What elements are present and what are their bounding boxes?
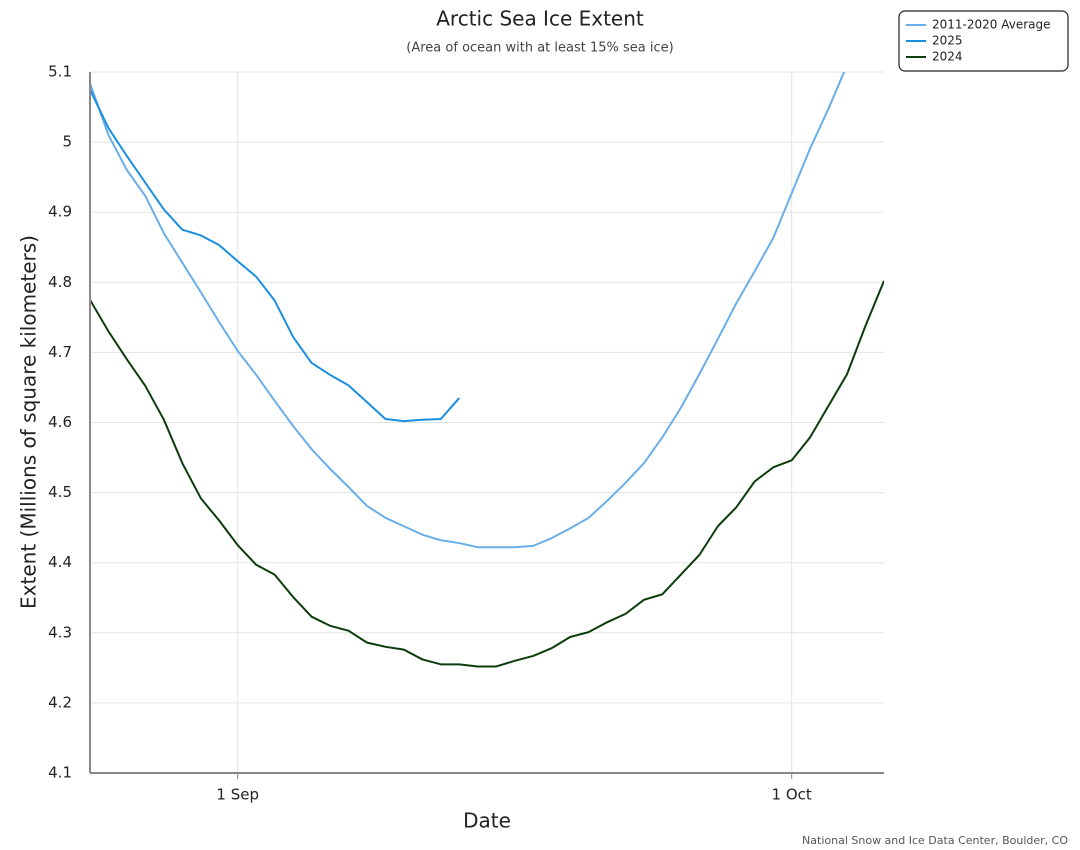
- y-tick-label: 5: [62, 133, 72, 151]
- series-line: [90, 89, 461, 423]
- series-line: [90, 72, 846, 549]
- y-tick-label: 4.9: [48, 203, 72, 221]
- grid: 4.1 4.2 4.3 4.4 4.5 4.6 4.7 4.8 4.9 5 5.1 1 Sep 1 Oc…: [48, 63, 884, 804]
- y-tick-label: 4.7: [48, 343, 72, 361]
- legend-label: 2011-2020 Average: [932, 18, 1051, 32]
- series-line: [90, 280, 884, 668]
- chart-title: Arctic Sea Ice Extent: [436, 7, 644, 31]
- x-axis-label: Date: [463, 809, 511, 833]
- y-tick-label: 4.1: [48, 764, 72, 782]
- y-tick-label: 5.1: [48, 63, 72, 81]
- x-tick-label: 1 Sep: [216, 786, 259, 804]
- source-note: National Snow and Ice Data Center, Bould…: [802, 834, 1068, 847]
- legend: 2011-2020 Average 2025 2024: [898, 10, 1069, 72]
- legend-label: 2024: [932, 50, 963, 64]
- plot-area: [90, 72, 884, 668]
- chart-subtitle: (Area of ocean with at least 15% sea ice…: [406, 41, 673, 56]
- y-tick-label: 4.2: [48, 693, 72, 711]
- legend-box: [898, 10, 1069, 72]
- y-axis-label: Extent (Millions of square kilometers): [17, 235, 41, 609]
- y-tick-label: 4.6: [48, 413, 72, 431]
- x-tick-label: 1 Oct: [772, 786, 812, 804]
- y-tick-label: 4.8: [48, 273, 72, 291]
- y-tick-label: 4.3: [48, 623, 72, 641]
- y-tick-label: 4.4: [48, 553, 72, 571]
- legend-label: 2025: [932, 34, 963, 48]
- y-tick-label: 4.5: [48, 483, 72, 501]
